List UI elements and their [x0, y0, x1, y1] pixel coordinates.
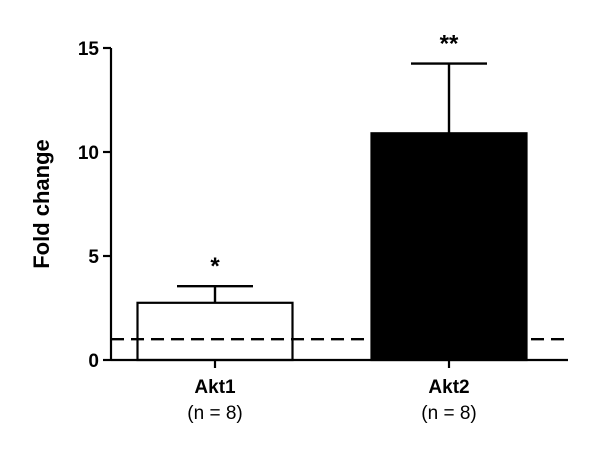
significance-label-akt2: **	[440, 31, 459, 58]
y-tick-label-10: 10	[78, 143, 99, 164]
x-tick-label-akt1: Akt1	[194, 377, 236, 398]
x-tick-sublabel-akt1: (n = 8)	[187, 403, 242, 424]
y-tick-label-5: 5	[88, 247, 99, 268]
x-tick-sublabel-akt2: (n = 8)	[421, 403, 476, 424]
y-tick-label-15: 15	[78, 39, 100, 60]
y-tick-label-0: 0	[88, 351, 99, 372]
significance-label-akt1: *	[210, 253, 220, 280]
bar-akt2	[370, 132, 528, 362]
bars-group	[136, 132, 528, 362]
error-bars-group	[177, 62, 487, 303]
y-axis-label: Fold change	[29, 139, 54, 269]
axes-group	[103, 46, 568, 368]
bar-akt1	[136, 301, 294, 362]
x-tick-label-akt2: Akt2	[428, 377, 469, 398]
